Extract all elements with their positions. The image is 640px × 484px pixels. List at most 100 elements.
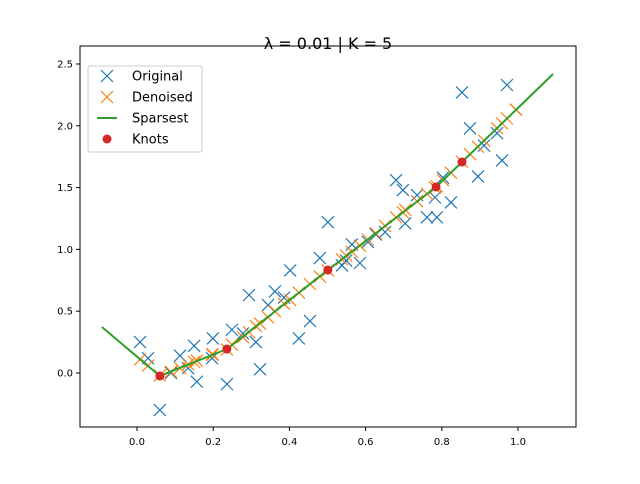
x-stroke <box>206 331 220 345</box>
x-stroke <box>173 349 187 363</box>
x-stroke <box>100 90 114 104</box>
original-point <box>495 153 509 167</box>
plot-area <box>101 73 554 417</box>
original-point <box>500 78 514 92</box>
x-axis: 0.0 0.2 0.4 0.6 0.8 1.0 <box>129 427 526 448</box>
x-stroke <box>187 339 201 353</box>
x-stroke <box>303 314 317 328</box>
x-stroke <box>292 331 306 345</box>
x-tick-label: 0.4 <box>281 437 297 448</box>
original-point <box>190 375 204 389</box>
y-tick-label: 2.5 <box>57 60 73 71</box>
legend-label: Denoised <box>132 91 193 106</box>
original-point <box>428 191 442 204</box>
x-stroke <box>396 183 410 197</box>
x-tick-label: 0.0 <box>129 437 145 448</box>
original-point <box>339 254 353 267</box>
original-point <box>220 377 234 391</box>
original-point <box>436 171 450 185</box>
original-point <box>389 173 403 187</box>
x-tick-label: 0.2 <box>205 437 221 448</box>
x-stroke <box>268 284 282 298</box>
original-point <box>283 263 297 277</box>
original-point <box>303 314 317 328</box>
original-point <box>463 121 477 135</box>
original-point <box>133 335 147 349</box>
y-axis: 0.0 0.5 1.0 1.5 2.0 2.5 <box>57 60 80 380</box>
legend-x-marker <box>100 90 114 104</box>
original-point <box>253 362 267 376</box>
y-tick-label: 1.5 <box>57 183 73 194</box>
x-stroke <box>242 288 256 302</box>
legend-item-sparsest: Sparsest <box>97 112 188 127</box>
x-stroke <box>455 86 469 99</box>
x-stroke <box>249 335 263 349</box>
original-point <box>249 335 263 349</box>
x-stroke <box>253 362 267 376</box>
x-stroke <box>133 335 147 349</box>
knot-point <box>431 182 441 192</box>
x-stroke <box>398 217 412 230</box>
original-point <box>455 86 469 99</box>
knot-point <box>155 371 165 381</box>
y-tick-label: 0.5 <box>57 307 73 318</box>
x-stroke <box>339 254 353 267</box>
original-point <box>396 183 410 197</box>
x-stroke <box>471 170 485 183</box>
original-point <box>321 215 335 229</box>
x-stroke <box>428 191 442 204</box>
original-point <box>292 331 306 345</box>
legend-item-knots: Knots <box>102 133 169 148</box>
x-stroke <box>430 210 444 224</box>
legend-dot-marker <box>102 134 112 144</box>
original-point <box>430 210 444 224</box>
x-stroke <box>378 225 392 239</box>
x-stroke <box>190 375 204 389</box>
original-point <box>187 339 201 353</box>
y-tick-label: 2.0 <box>57 121 73 132</box>
y-tick-label: 1.0 <box>57 245 73 256</box>
x-stroke <box>436 171 450 185</box>
legend-label: Knots <box>132 133 169 148</box>
x-stroke <box>313 251 327 265</box>
legend-x-marker <box>100 69 114 83</box>
knot-point <box>323 265 333 275</box>
x-tick-label: 1.0 <box>510 437 526 448</box>
x-stroke <box>100 69 114 83</box>
x-stroke <box>353 256 367 270</box>
legend-label: Sparsest <box>132 112 188 127</box>
axes-frame <box>79 45 577 428</box>
original-point <box>225 323 239 337</box>
chart-title: λ = 0.01 | K = 5 <box>264 34 392 53</box>
legend-box <box>87 65 203 153</box>
x-stroke <box>283 263 297 277</box>
original-point <box>471 170 485 183</box>
original-point <box>206 331 220 345</box>
x-stroke <box>495 153 509 167</box>
x-stroke <box>420 210 434 224</box>
x-stroke <box>389 173 403 187</box>
original-point <box>242 288 256 302</box>
x-stroke <box>321 215 335 229</box>
knot-point <box>457 157 467 167</box>
original-point <box>268 284 282 298</box>
x-tick-label: 0.8 <box>434 437 450 448</box>
original-point <box>353 256 367 270</box>
x-stroke <box>500 78 514 92</box>
y-tick-label: 0.0 <box>57 369 73 380</box>
x-stroke <box>277 291 291 305</box>
original-point <box>420 210 434 224</box>
original-point <box>490 126 504 140</box>
x-stroke <box>490 126 504 140</box>
x-stroke <box>463 121 477 135</box>
x-stroke <box>225 323 239 337</box>
x-stroke <box>153 403 167 417</box>
x-stroke <box>220 377 234 391</box>
x-tick-label: 0.6 <box>358 437 374 448</box>
original-point <box>313 251 327 265</box>
x-stroke <box>261 298 275 312</box>
original-point <box>153 403 167 417</box>
legend-item-denoised: Denoised <box>100 90 193 106</box>
x-stroke <box>410 188 424 202</box>
